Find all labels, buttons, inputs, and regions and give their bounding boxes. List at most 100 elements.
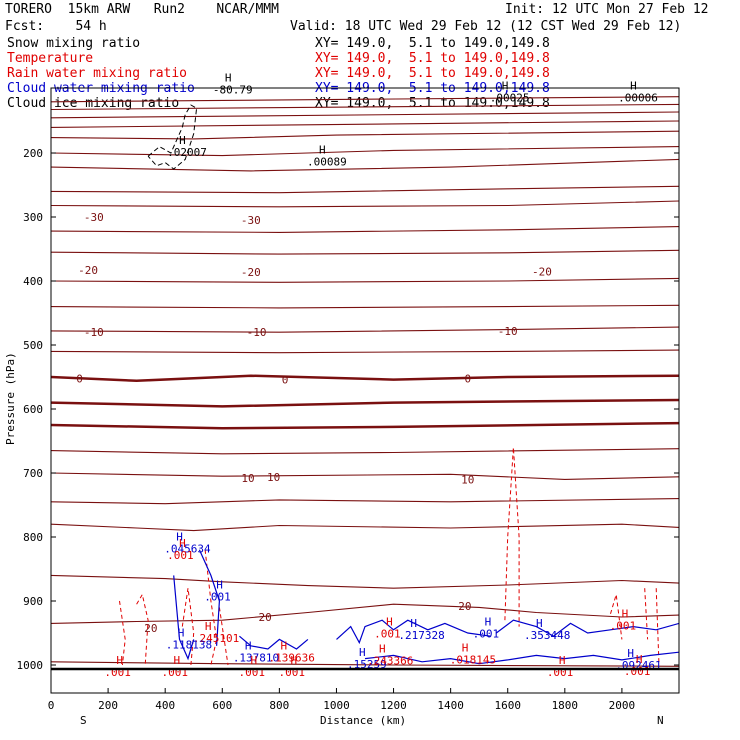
x-tick-label: 600 (212, 699, 232, 712)
x-tick-label: 2000 (609, 699, 636, 712)
max-marker-H: H (536, 617, 543, 630)
y-tick-label: 500 (23, 339, 43, 352)
isotherm-label: 10 (267, 471, 280, 484)
x-tick-label: 800 (269, 699, 289, 712)
y-tick-label: 800 (23, 531, 43, 544)
max-marker-H: H (116, 654, 123, 667)
isotherm-label: 0 (282, 374, 289, 387)
x-axis-label: Distance (km) (320, 714, 406, 727)
max-value-label: .243366 (367, 655, 413, 668)
isotherm (51, 349, 679, 354)
cloud-water-contour (173, 575, 195, 661)
cloud-water-contour (239, 635, 309, 650)
isotherm-label: -30 (241, 214, 261, 227)
rain-contour (644, 588, 649, 640)
isotherm (51, 472, 679, 480)
isotherm (51, 326, 679, 333)
y-tick-label: 600 (23, 403, 43, 416)
temperature-isotherms (51, 96, 679, 667)
rain-contour (136, 593, 149, 666)
isotherm-label: 20 (258, 611, 271, 624)
max-marker-H: H (178, 627, 185, 640)
rain-contour (119, 600, 126, 666)
max-value-label: .353448 (524, 629, 570, 642)
x-left-end-label: S (80, 714, 87, 727)
isotherm (51, 200, 679, 208)
isotherm-label: -20 (241, 266, 261, 279)
isotherm (51, 146, 679, 157)
isotherm (51, 158, 679, 172)
y-tick-label: 900 (23, 595, 43, 608)
max-value-label: .15259 (347, 658, 387, 671)
max-value-label: .00006 (618, 91, 658, 104)
isotherm (51, 421, 679, 430)
max-marker-H: H (251, 654, 258, 667)
field-rain-xy: XY= 149.0, 5.1 to 149.0,149.8 (315, 66, 550, 81)
isotherm (51, 103, 679, 111)
max-marker-H: H (462, 641, 469, 654)
max-value-label: .001 (204, 591, 231, 604)
isotherm (51, 374, 679, 383)
isotherm (51, 523, 679, 532)
max-value-label: .018145 (450, 653, 496, 666)
max-value-label: .245101 (193, 632, 239, 645)
x-tick-label: 1400 (437, 699, 464, 712)
contour-labels: -30 -30 -20 -20 -20 -10 -10 -10 0 0 0 10 10 10 20 20 20 H… (76, 72, 661, 679)
isotherm-label: 0 (76, 372, 83, 385)
max-marker-H: H (216, 579, 223, 592)
isotherm-label: -10 (247, 326, 267, 339)
field-cloud-ice-name: Cloud ice mixing ratio (7, 96, 180, 111)
plot-frame (50, 87, 680, 694)
max-marker-H: H (379, 643, 386, 656)
max-marker-H: H (179, 537, 186, 550)
isotherm (51, 249, 679, 255)
x-right-end-label: N (657, 714, 664, 727)
x-tick-label: 1600 (494, 699, 521, 712)
rain-contour (218, 607, 229, 666)
rain-contour (610, 594, 623, 640)
isotherm (51, 603, 679, 624)
cloud-water-contours (173, 549, 679, 665)
cloud-water-contour (336, 619, 491, 645)
rain-contours (119, 447, 660, 666)
header-model: TORERO 15km ARW Run2 NCAR/MMM (5, 2, 279, 17)
isotherm (51, 304, 679, 309)
isotherm (51, 498, 679, 505)
rain-contour (204, 549, 218, 666)
field-rain-name: Rain water mixing ratio (7, 66, 188, 81)
max-marker-H: H (502, 79, 509, 92)
isotherm-label: -20 (532, 265, 552, 278)
y-tick-label: 400 (23, 275, 43, 288)
max-marker-H: H (319, 143, 326, 156)
rain-contour (504, 447, 520, 627)
isotherm-label: -10 (498, 325, 518, 338)
max-value-label: .001 (610, 619, 637, 632)
x-tick-label: 1800 (552, 699, 579, 712)
cloud-water-contour (198, 549, 221, 646)
header-valid: Valid: 18 UTC Wed 29 Feb 12 (12 CST Wed … (290, 19, 682, 34)
isotherm-label: -30 (84, 211, 104, 224)
isotherm (51, 130, 679, 140)
max-marker-H: H (281, 639, 288, 652)
max-marker-H: H (359, 646, 366, 659)
isotherm (51, 111, 679, 119)
max-marker-H: H (225, 72, 232, 85)
isotherm (51, 661, 679, 667)
y-tick-label: 700 (23, 467, 43, 480)
max-value-label: .139636 (269, 651, 315, 664)
max-value-label: .217328 (398, 629, 444, 642)
field-temp-name: Temperature (7, 51, 94, 66)
rain-contour (655, 588, 660, 666)
field-temp-xy: XY= 149.0, 5.1 to 149.0,149.8 (315, 51, 550, 66)
y-tick-label: 300 (23, 211, 43, 224)
isotherm (51, 226, 679, 233)
header-init: Init: 12 UTC Mon 27 Feb 12 (505, 2, 709, 17)
max-value-label: .001 (473, 628, 500, 641)
y-tick-label: 200 (23, 147, 43, 160)
isotherm-label: 20 (144, 622, 157, 635)
max-value-label: .00025 (490, 91, 530, 104)
y-tick-label: 1000 (17, 659, 44, 672)
x-tick-label: 1000 (323, 699, 350, 712)
max-value-label: .001 (624, 665, 651, 678)
max-marker-H: H (630, 79, 637, 92)
